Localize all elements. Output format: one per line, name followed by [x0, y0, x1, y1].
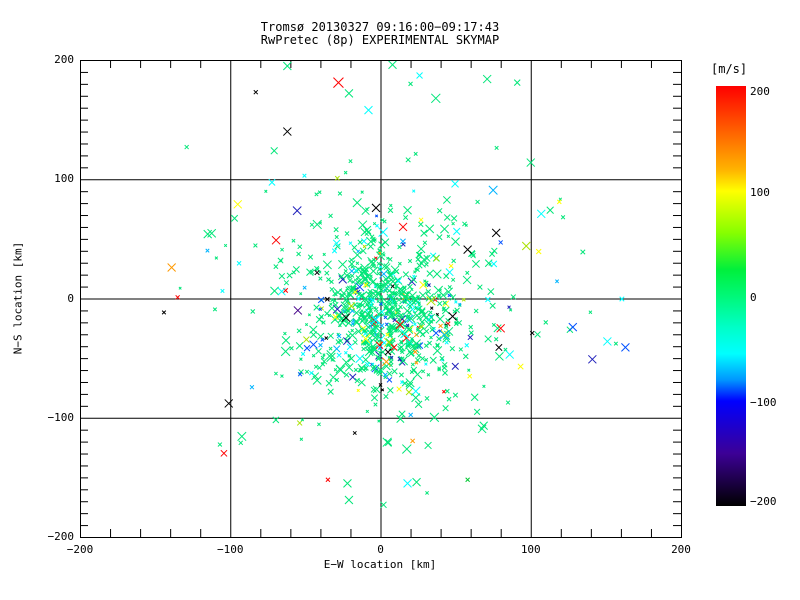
y-tick-label: 200 — [54, 53, 74, 66]
axis-minor-ticks — [80, 60, 681, 537]
plot-title: Tromsø 20130327 09:16:00−09:17:43 — [260, 20, 500, 34]
colorbar-gradient — [716, 86, 746, 506]
y-tick-label: 100 — [54, 172, 74, 186]
colorbar-unit-label: [m/s] — [711, 62, 748, 76]
colorbar-tick-label: 0 — [750, 291, 757, 304]
plot-subtitle: RwPretec (8p) EXPERIMENTAL SKYMAP — [260, 33, 500, 47]
x-tick-label: −100 — [217, 543, 244, 556]
y-tick-label: −200 — [47, 530, 75, 543]
x-tick-label: 200 — [671, 543, 691, 556]
scatter-points — [161, 93, 625, 495]
colorbar-tick-label: 200 — [750, 85, 770, 98]
y-axis-title: N−S location [km] — [11, 241, 25, 355]
colorbar-tick-label: −200 — [750, 495, 777, 508]
x-axis-title: E−W location [km] — [323, 558, 437, 571]
y-tick-label: 0 — [67, 291, 74, 305]
y-tick-label: −100 — [47, 410, 75, 424]
gridlines — [80, 60, 681, 537]
scatter-outlier-points — [167, 60, 630, 509]
x-tick-label: −200 — [66, 543, 94, 556]
colorbar-tick-label: 100 — [750, 186, 770, 199]
plot-frame — [80, 60, 682, 538]
x-tick-label: 0 — [377, 543, 384, 556]
colorbar-tick-label: −100 — [750, 396, 777, 409]
x-tick-label: 100 — [520, 543, 541, 556]
